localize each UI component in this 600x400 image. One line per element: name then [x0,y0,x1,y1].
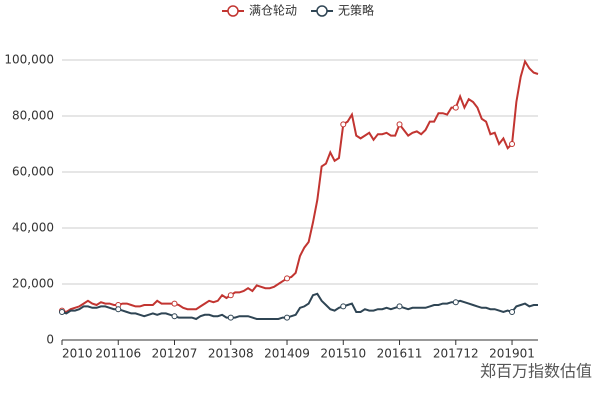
y-tick-label: 100,000 [4,53,54,67]
y-tick-label: 40,000 [12,221,54,235]
point-marker [171,313,178,320]
x-tick-label: 201611 [377,347,423,361]
legend-icon [227,5,239,17]
point-marker [227,314,234,321]
point-marker [452,104,459,111]
legend-icon [316,5,328,17]
point-marker [284,314,291,321]
point-marker [227,292,234,299]
watermark: 郑百万指数估值 [480,362,592,381]
point-marker [340,121,347,128]
point-marker [509,141,516,147]
series-line [61,58,539,314]
legend-label: 满仓轮动 [249,4,297,18]
point-marker [171,300,178,307]
point-marker [340,303,347,310]
x-tick-label: 201207 [152,347,198,361]
point-marker [115,306,122,313]
point-marker [396,121,403,128]
legend-label: 无策略 [338,3,374,18]
series-line [61,292,538,321]
point-marker [59,309,65,315]
point-marker [396,303,403,310]
x-tick-label: 201106 [95,347,141,361]
x-tick-label: 201901 [489,347,535,361]
y-tick-label: 60,000 [12,165,54,179]
y-tick-label: 20,000 [12,277,54,291]
x-tick-label: 201510 [320,347,366,361]
x-tick-label: 2010 [62,347,93,361]
y-tick-label: 0 [46,333,54,347]
x-tick-label: 201409 [264,347,310,361]
point-marker [509,309,516,315]
point-marker [452,299,459,306]
x-tick-label: 201308 [208,347,254,361]
x-tick-label: 201712 [433,347,479,361]
y-tick-label: 80,000 [12,109,54,123]
point-marker [284,275,291,282]
